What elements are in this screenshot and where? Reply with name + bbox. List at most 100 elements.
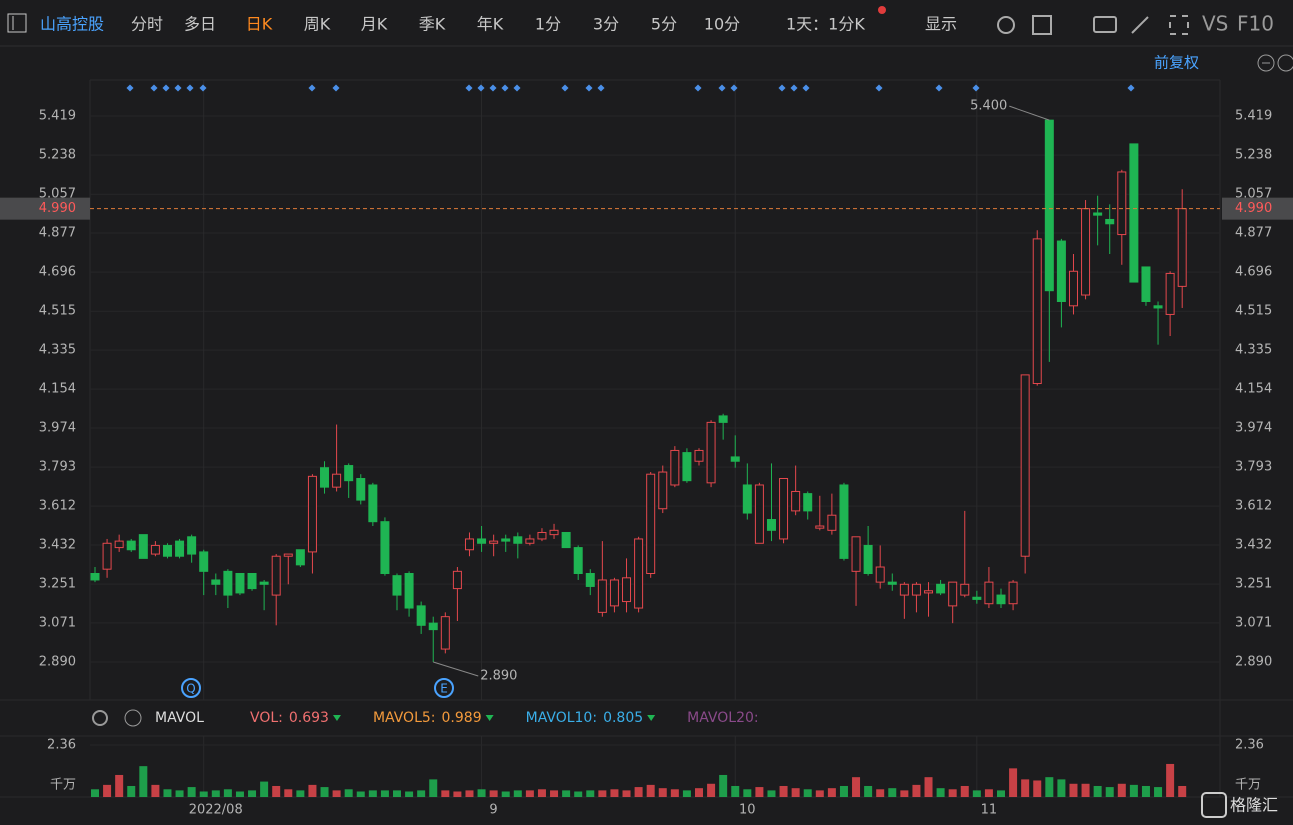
event-dot[interactable] xyxy=(802,84,810,92)
box-icon[interactable] xyxy=(1032,15,1052,35)
candle-body xyxy=(344,465,354,482)
zoom-out[interactable] xyxy=(1257,54,1275,72)
event-dot[interactable] xyxy=(174,84,182,92)
display-menu[interactable]: 显示 xyxy=(925,15,957,34)
event-icon[interactable] xyxy=(434,678,454,698)
volume-bar xyxy=(936,788,945,797)
volume-bar xyxy=(888,788,897,797)
candle-body xyxy=(223,570,233,596)
volume-bar xyxy=(779,785,788,797)
candle-body xyxy=(960,583,970,596)
volume-bar xyxy=(731,785,740,797)
candle-body xyxy=(501,538,511,542)
f10-button[interactable]: F10 xyxy=(1237,12,1274,36)
candle-body xyxy=(356,478,366,501)
volume-legend-name: VOL: xyxy=(250,710,283,726)
annotation-leader xyxy=(1009,105,1050,121)
volume-bar xyxy=(695,788,703,797)
volume-bar xyxy=(682,790,691,797)
sidebar-toggle[interactable] xyxy=(7,13,27,33)
event-dot[interactable] xyxy=(875,84,883,92)
period-tab[interactable]: 分时 xyxy=(131,15,163,34)
indicator-name[interactable]: MAVOL xyxy=(155,710,204,726)
candle-body xyxy=(271,555,281,596)
event-dot[interactable] xyxy=(972,84,980,92)
volume-bar xyxy=(646,784,655,797)
period-tab[interactable]: 5分 xyxy=(651,15,677,34)
event-dot[interactable] xyxy=(308,84,316,92)
period-select[interactable]: 1天：1分K xyxy=(786,15,865,34)
volume-bar xyxy=(900,790,909,797)
event-dot[interactable] xyxy=(585,84,593,92)
event-dot[interactable] xyxy=(694,84,702,92)
camera-icon[interactable] xyxy=(1093,16,1117,33)
stock-name[interactable]: 山高控股 xyxy=(40,15,104,34)
candle-body xyxy=(887,581,897,585)
event-dot[interactable] xyxy=(513,84,521,92)
candle-body xyxy=(984,581,994,605)
event-dot[interactable] xyxy=(935,84,943,92)
volume-legend-name: MAVOL5: xyxy=(373,710,436,726)
volume-bar xyxy=(803,789,812,797)
period-tab[interactable]: 日K xyxy=(246,15,273,34)
period-tab[interactable]: 周K xyxy=(304,15,331,34)
candle-body xyxy=(1068,270,1078,307)
fullscreen-icon[interactable] xyxy=(1169,15,1189,35)
event-dot[interactable] xyxy=(489,84,497,92)
settings-icon[interactable] xyxy=(997,16,1015,34)
event-dot[interactable] xyxy=(790,84,798,92)
volume-legend-value: 0.805 xyxy=(603,710,643,726)
event-dot[interactable] xyxy=(778,84,786,92)
event-dot[interactable] xyxy=(597,84,605,92)
y-tick-label-right: 3.974 xyxy=(1235,420,1272,435)
volume-bar xyxy=(1057,779,1066,797)
event-dot[interactable] xyxy=(332,84,340,92)
candle-body xyxy=(742,484,752,514)
y-tick-label-right: 5.238 xyxy=(1235,148,1272,163)
volume-bar xyxy=(223,789,232,797)
vs-button[interactable]: VS xyxy=(1202,12,1228,36)
candle-body xyxy=(320,467,330,488)
y-tick-label: 4.877 xyxy=(39,226,76,241)
zoom-in[interactable] xyxy=(1277,54,1293,72)
event-icon[interactable] xyxy=(181,678,201,698)
y-tick-label: 3.432 xyxy=(39,538,76,553)
period-tab[interactable]: 1分 xyxy=(535,15,561,34)
candle-body xyxy=(754,484,764,544)
event-dot[interactable] xyxy=(186,84,194,92)
candle-body xyxy=(694,449,704,462)
event-dot[interactable] xyxy=(126,84,134,92)
volume-bar xyxy=(405,791,414,797)
period-tab[interactable]: 10分 xyxy=(704,15,740,34)
candle-body xyxy=(392,575,402,596)
event-dot[interactable] xyxy=(199,84,207,92)
indicator-settings[interactable] xyxy=(92,710,108,726)
event-dot[interactable] xyxy=(465,84,473,92)
volume-bar xyxy=(211,790,220,797)
event-label: Q xyxy=(186,682,195,696)
volume-bar xyxy=(972,790,981,797)
volume-bar xyxy=(356,791,365,797)
event-dot[interactable] xyxy=(718,84,726,92)
pen-icon[interactable] xyxy=(1131,16,1149,34)
indicator-close[interactable] xyxy=(124,709,142,727)
event-dot[interactable] xyxy=(561,84,569,92)
volume-bar xyxy=(1045,777,1054,797)
event-dot[interactable] xyxy=(501,84,509,92)
candle-body xyxy=(126,540,136,551)
candle-body xyxy=(622,577,632,603)
period-tab[interactable]: 月K xyxy=(361,15,388,34)
event-dot[interactable] xyxy=(477,84,485,92)
event-dot[interactable] xyxy=(162,84,170,92)
period-tab[interactable]: 多日 xyxy=(184,15,216,34)
candle-body xyxy=(464,538,474,551)
adjust-mode[interactable]: 前复权 xyxy=(1154,54,1199,72)
volume-bar xyxy=(368,790,377,797)
event-dot[interactable] xyxy=(150,84,158,92)
candle-body xyxy=(513,536,523,544)
period-tab[interactable]: 3分 xyxy=(593,15,619,34)
candle-body xyxy=(1117,171,1127,236)
event-dot[interactable] xyxy=(730,84,738,92)
period-tab[interactable]: 年K xyxy=(477,15,504,34)
period-tab[interactable]: 季K xyxy=(419,15,446,34)
